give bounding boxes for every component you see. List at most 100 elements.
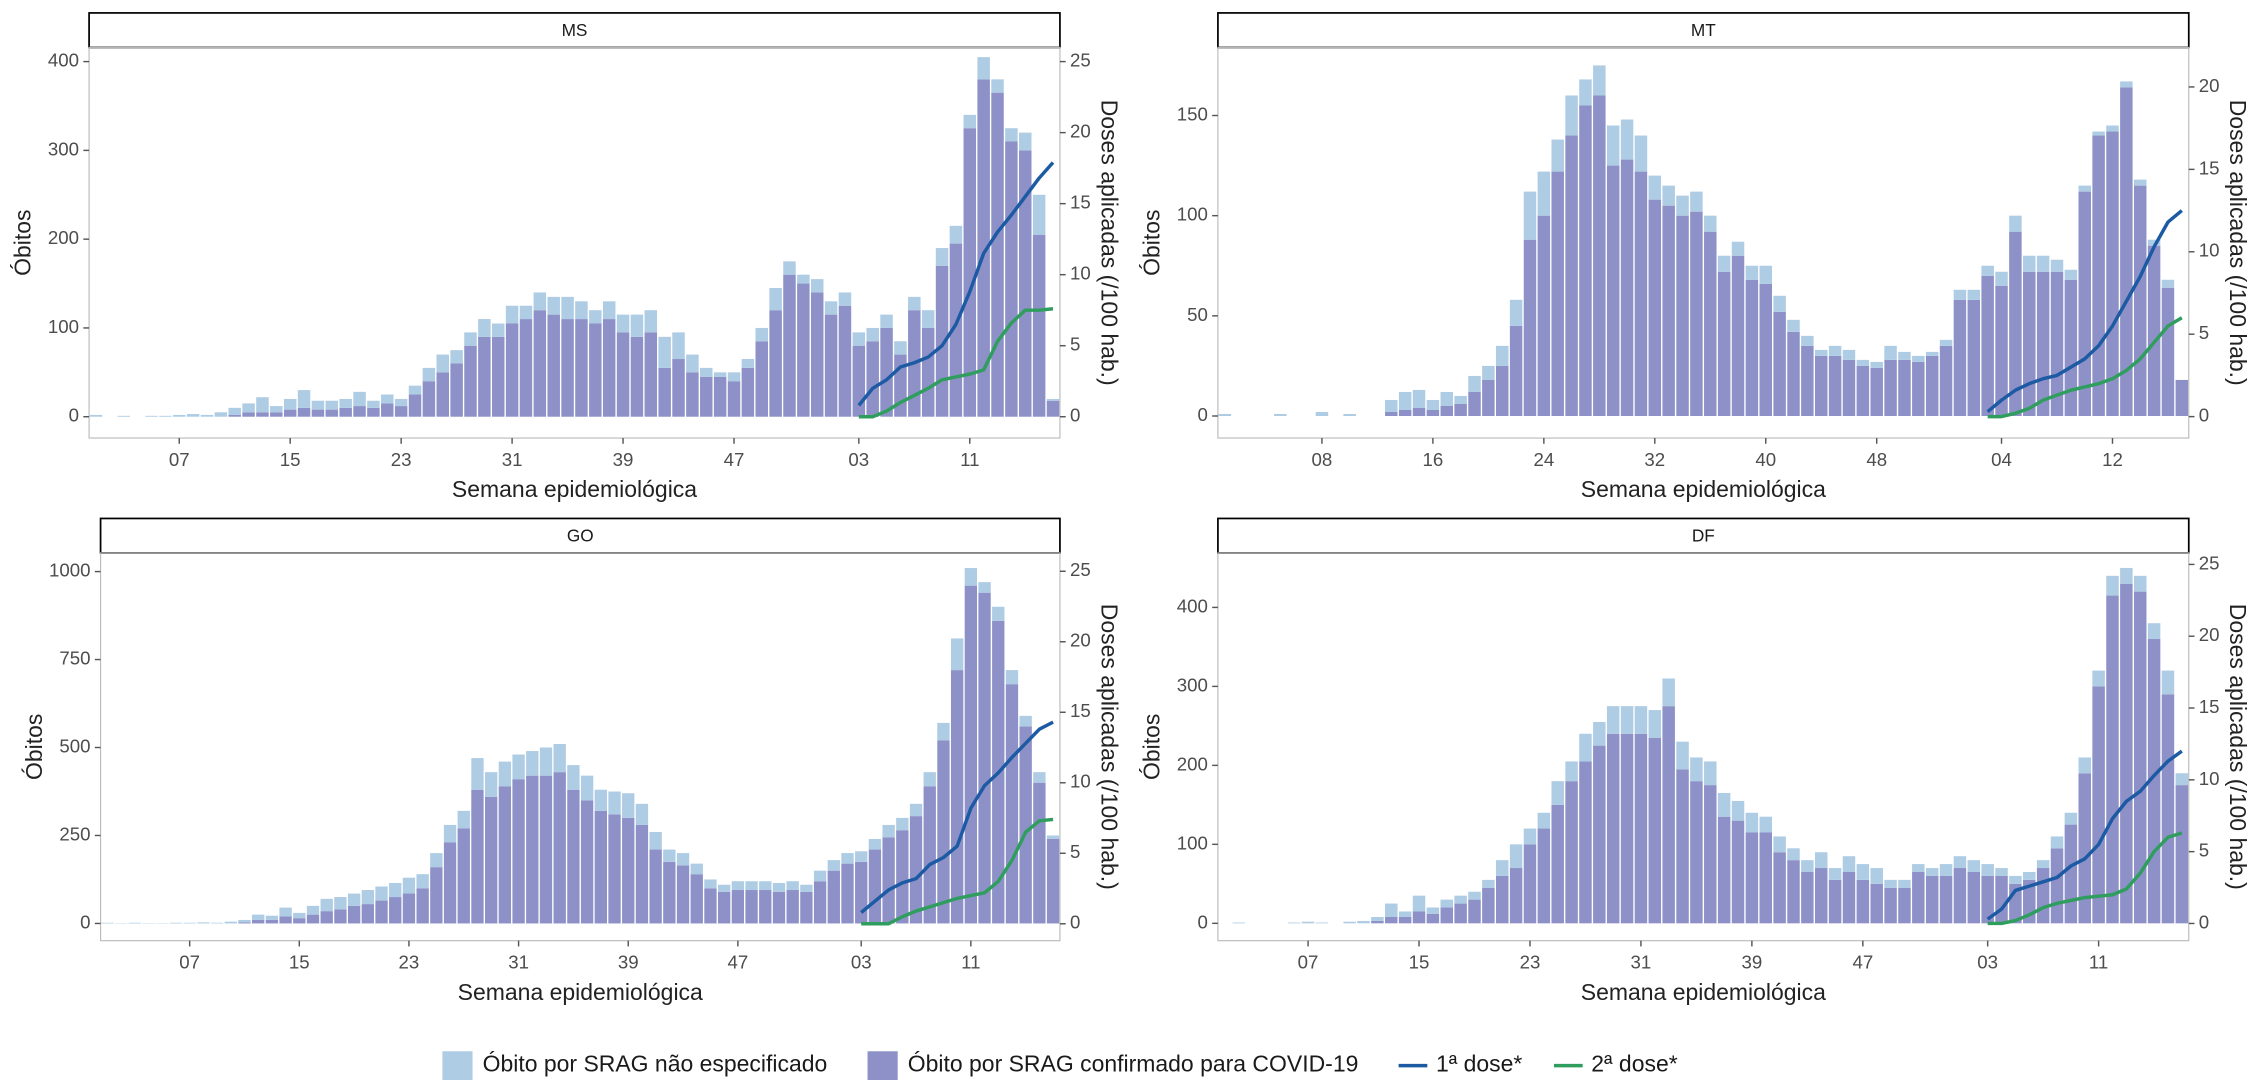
bar [580,800,594,924]
bar [1717,793,1731,817]
bar [457,828,470,924]
bar [1828,345,1842,356]
bar [1046,400,1060,417]
panel-title: GO [567,526,594,546]
bar [630,314,644,337]
x-tick-label: 23 [391,449,412,470]
bar [1731,800,1745,821]
bar [1454,903,1467,924]
bar [977,57,990,80]
bar [1995,868,2008,876]
bar [1787,319,1800,332]
bar [478,336,491,417]
bar [741,367,755,417]
bar [1759,265,1772,284]
bar [616,332,630,417]
bar [1565,135,1578,416]
bar [443,842,457,924]
bar [1019,150,1032,417]
bar [769,310,782,417]
bar [672,359,685,417]
bar [306,905,320,915]
bar [1426,907,1440,914]
bar [2092,131,2105,136]
bar [1509,299,1523,326]
bar [283,409,297,417]
bar [270,412,283,417]
bar [1509,868,1523,924]
x-tick-label: 39 [618,952,639,973]
bar [1898,887,1911,924]
bar [2133,575,2147,592]
bar [1967,299,1981,416]
bar [1662,185,1675,206]
x-tick-label: 39 [1742,952,1763,973]
bar [992,606,1005,621]
bar [547,314,560,417]
bar [2161,287,2175,416]
dose-line [857,161,1055,407]
bar [1495,875,1509,924]
bar [1731,255,1745,416]
bar [408,385,422,395]
bar [1967,871,1981,924]
bar [1953,289,1967,300]
bar [977,79,990,417]
dose-line [1987,316,2183,419]
y-tick-label: 150 [1177,103,1208,124]
bar [394,398,408,407]
bar [1398,916,1412,924]
bar [1593,65,1606,96]
bar [866,327,879,342]
y2-tick-label: 15 [1070,192,1091,213]
bar [1019,132,1032,151]
bar [334,897,347,910]
bar [478,319,491,337]
bar [1704,215,1717,232]
bar [1468,375,1481,392]
bar [1814,868,1828,924]
bar [361,890,374,905]
dose-line [1986,209,2183,413]
bar [1620,159,1634,416]
bar [1787,860,1800,924]
strip [1217,12,2190,49]
bar [1856,365,1870,416]
bar [1759,283,1772,416]
bar [128,922,142,924]
y2-tick-label: 0 [2199,911,2209,932]
bar [852,332,866,346]
bar [381,403,394,417]
bar [1953,868,1967,924]
bar [1676,195,1689,216]
bar [2078,757,2091,774]
bar [1967,289,1981,300]
x-tick-label: 11 [2089,952,2108,973]
y-tick-label: 400 [1177,595,1208,616]
bar [457,810,470,829]
bar [813,870,827,882]
bar [978,592,991,924]
bar [117,415,130,417]
bar [622,817,635,924]
bar [2023,255,2036,272]
x-tick-label: 03 [1977,952,1998,973]
bar [686,354,699,373]
x-axis-title: Semana epidemiológica [452,476,697,502]
bar [1912,355,1925,362]
bar [1343,413,1356,416]
bar [923,772,936,787]
bar [2147,245,2161,416]
bar [553,772,566,924]
bar [882,824,895,838]
bar [2133,179,2147,186]
bar [855,851,868,862]
bar [2120,567,2133,584]
bar [2161,279,2175,288]
bar [512,754,525,780]
bar [1773,852,1786,924]
bar [1440,899,1453,908]
bar [921,327,935,417]
bar [1620,119,1634,160]
